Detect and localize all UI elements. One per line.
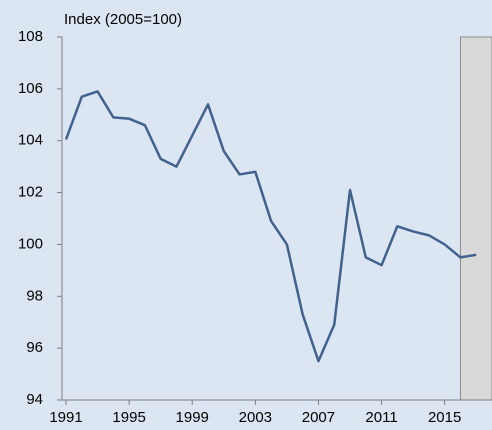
y-tick-label: 102 [18,184,43,201]
y-tick-label: 100 [18,235,43,252]
y-tick-label: 94 [26,391,43,408]
x-tick-label: 2011 [365,409,397,426]
chart-title: Index (2005=100) [64,11,182,28]
y-tick-label: 104 [18,132,43,149]
data-line [64,90,477,363]
x-tick-label: 1995 [112,409,145,426]
y-tick-label: 106 [18,80,43,97]
y-tick-label: 108 [18,28,43,45]
y-tick-label: 96 [26,339,43,356]
y-tick-label: 98 [26,287,43,304]
x-tick-label: 2003 [239,409,272,426]
shaded-region [459,36,492,401]
x-tick-label: 1999 [176,409,209,426]
x-tick-label: 2015 [428,409,461,426]
x-tick-label: 1991 [49,409,82,426]
x-tick-label: 2007 [302,409,335,426]
